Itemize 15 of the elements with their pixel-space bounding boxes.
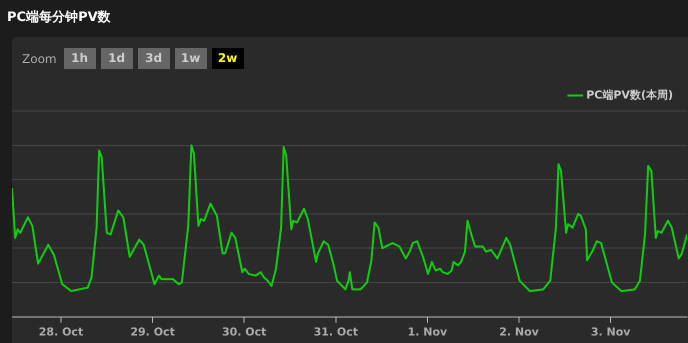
x-tick-label: 31. Oct <box>314 325 358 338</box>
zoom-button: 1h <box>64 48 96 69</box>
chart-title: PC端每分钟PV数 <box>7 9 111 26</box>
x-tick-label: 1. Nov <box>408 325 448 338</box>
x-tick-label: 3. Nov <box>590 325 632 338</box>
zoom-button: 1w <box>174 48 207 69</box>
x-tick-label: 28. Oct <box>38 325 84 338</box>
x-tick-label: 2. Nov <box>499 325 540 338</box>
x-tick-label: 30. Oct <box>222 325 266 338</box>
x-tick-label: 29. Oct <box>130 325 175 338</box>
text: Zoom <box>22 52 57 66</box>
zoom-button: 3d <box>138 48 170 69</box>
zoom-button: 2w <box>212 48 244 69</box>
zoom-button: 1d <box>100 48 133 69</box>
legend-label: PC端PV数(本周) <box>586 88 673 102</box>
